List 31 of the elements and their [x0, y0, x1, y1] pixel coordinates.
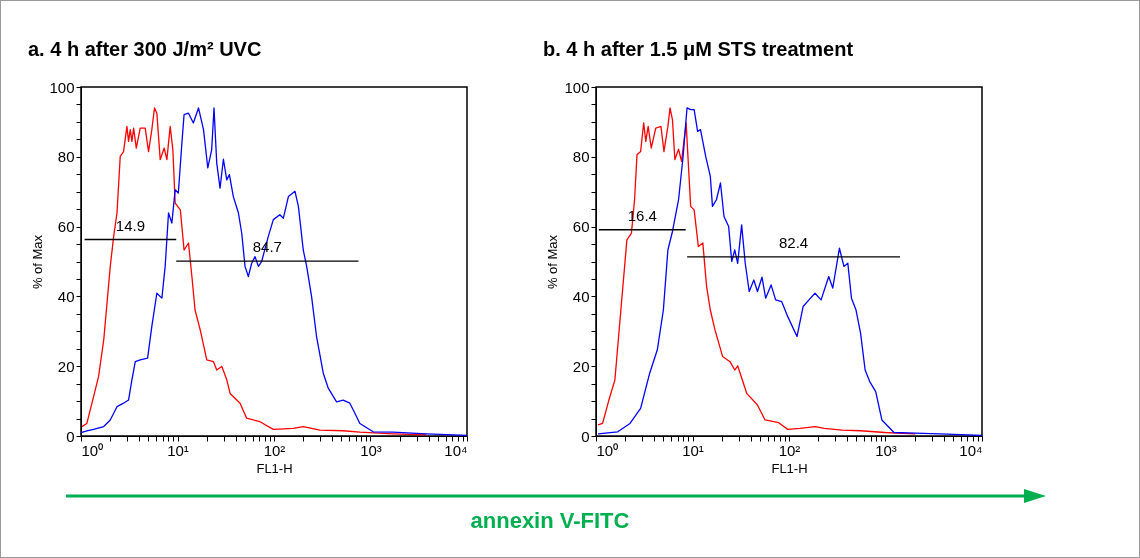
y-tick-label: 80: [572, 148, 590, 166]
x-axis-title: FL1-H: [256, 460, 293, 476]
x-axis-title: FL1-H: [771, 460, 808, 476]
y-tick-label: 0: [581, 427, 590, 445]
y-axis-title: % of Max: [30, 234, 46, 290]
y-tick-label: 100: [564, 78, 590, 96]
y-tick-label: 80: [57, 148, 75, 166]
x-tick-label: 10¹: [682, 441, 704, 459]
y-tick-label: 20: [572, 357, 590, 375]
y-tick-label: 100: [49, 78, 75, 96]
annotation: 14.9: [115, 216, 145, 234]
x-tick-label: 10²: [778, 441, 801, 459]
x-tick-label: 10¹: [167, 441, 189, 459]
annotation: 82.4: [779, 233, 809, 251]
x-tick-label: 10⁴: [959, 441, 983, 459]
y-tick-label: 20: [57, 357, 75, 375]
x-tick-label: 10³: [360, 441, 382, 459]
chart-title: b. 4 h after 1.5 μM STS treatment: [542, 38, 854, 60]
x-tick-label: 10³: [875, 441, 897, 459]
x-tick-label: 10⁰: [596, 441, 619, 459]
y-axis-title: % of Max: [545, 234, 561, 290]
y-tick-label: 0: [66, 427, 75, 445]
y-tick-label: 40: [57, 287, 75, 305]
x-tick-label: 10⁴: [444, 441, 468, 459]
chart-title: a. 4 h after 300 J/m² UVC: [27, 38, 262, 60]
y-tick-label: 60: [57, 218, 75, 236]
y-tick-label: 40: [572, 287, 590, 305]
x-tick-label: 10²: [263, 441, 286, 459]
text: annexin V-FITC: [469, 508, 631, 534]
y-tick-label: 60: [572, 218, 590, 236]
x-tick-label: 10⁰: [81, 441, 104, 459]
